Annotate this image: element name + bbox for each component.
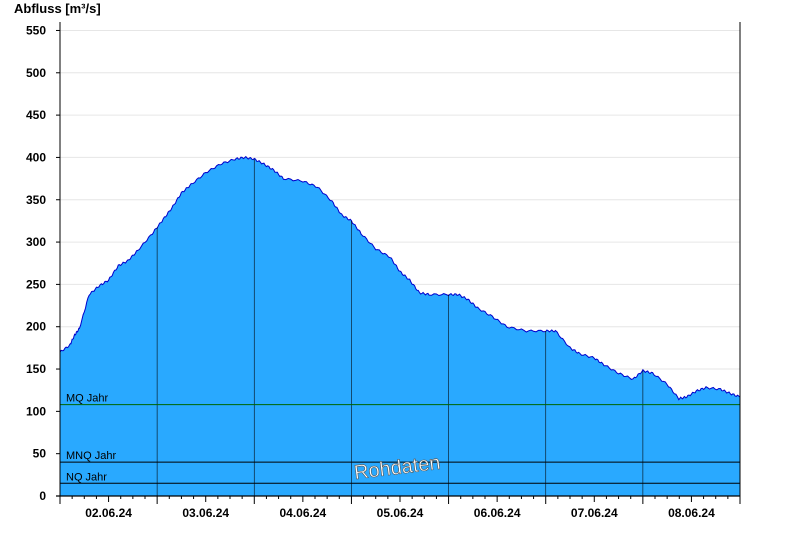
y-tick-label-550: 550 [26,23,46,37]
x-tick-label-08.06.24: 08.06.24 [668,506,715,520]
y-tick-label-100: 100 [26,404,46,418]
y-ticks: 0 50 100 150 200 250 300 350 400 450 500 550 [26,23,60,503]
x-tick-label-06.06.24: 06.06.24 [474,506,521,520]
y-tick-label-200: 200 [26,320,46,334]
x-tick-label-03.06.24: 03.06.24 [182,506,229,520]
series-area [59,155,741,496]
series-line-0 [59,155,741,401]
ref-label-nq-jahr: NQ Jahr [66,471,107,483]
axes [56,22,741,497]
series-area-fill-0 [60,156,740,496]
x-tick-label-07.06.24: 07.06.24 [571,506,618,520]
x-tick-label-04.06.24: 04.06.24 [279,506,326,520]
y-tick-label-450: 450 [26,108,46,122]
day-separators [156,159,644,496]
y-tick-label-400: 400 [26,150,46,164]
ref-label-mnq-jahr: MNQ Jahr [66,450,116,462]
x-tick-label-02.06.24: 02.06.24 [85,506,132,520]
x-tick-label-05.06.24: 05.06.24 [377,506,424,520]
y-tick-label-300: 300 [26,235,46,249]
y-tick-label-500: 500 [26,66,46,80]
y-tick-label-350: 350 [26,193,46,207]
reference-lines: MQ Jahr MNQ Jahr NQ Jahr [60,393,740,484]
y-tick-label-250: 250 [26,277,46,291]
y-tick-label-50: 50 [33,447,47,461]
y-tick-label-0: 0 [39,489,46,503]
ref-label-mq-jahr: MQ Jahr [66,393,109,405]
x-ticks: 02.06.24 03.06.24 04.06.24 05.06.24 06.06.24… [59,496,741,520]
y-axis-title: Abfluss [m³/s] [14,1,101,16]
y-tick-label-150: 150 [26,362,46,376]
